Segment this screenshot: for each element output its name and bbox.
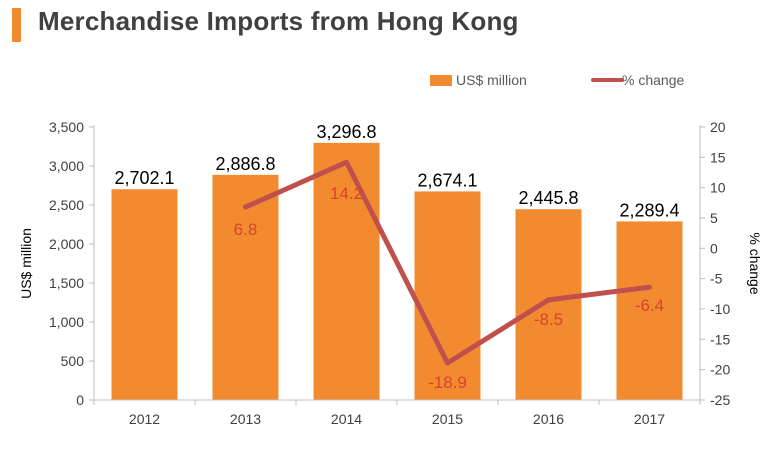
bar-value-label: 2,289.4 — [619, 200, 679, 220]
y-tick-label-right: -10 — [710, 301, 730, 317]
x-tick-label: 2012 — [129, 411, 160, 427]
x-tick-label: 2015 — [432, 411, 463, 427]
line-value-label: -8.5 — [534, 310, 563, 329]
legend-label-line: % change — [622, 72, 684, 88]
x-tick-label: 2014 — [331, 411, 362, 427]
bar-value-label: 2,886.8 — [215, 154, 275, 174]
x-tick-label: 2017 — [634, 411, 665, 427]
bar-value-label: 2,445.8 — [518, 188, 578, 208]
y-tick-label-left: 3,000 — [49, 158, 84, 174]
bar-value-label: 2,702.1 — [114, 168, 174, 188]
page-title: Merchandise Imports from Hong Kong — [38, 6, 519, 36]
bar-value-label: 2,674.1 — [417, 170, 477, 190]
bar-2016 — [515, 209, 582, 400]
y-tick-label-left: 1,500 — [49, 275, 84, 291]
line-value-label: -18.9 — [428, 373, 467, 392]
y-tick-label-left: 2,500 — [49, 197, 84, 213]
y-tick-label-left: 3,500 — [49, 119, 84, 135]
y-tick-label-right: 5 — [710, 210, 718, 226]
y-tick-label-left: 0 — [76, 392, 84, 408]
bar-2014 — [313, 142, 380, 400]
y-tick-label-right: 10 — [710, 180, 726, 196]
y-tick-label-right: 0 — [710, 240, 718, 256]
y-axis-title-left: US$ million — [18, 228, 34, 299]
y-tick-label-left: 1,000 — [49, 314, 84, 330]
y-tick-label-right: -15 — [710, 331, 730, 347]
line-series-pct-change — [243, 159, 652, 366]
y-tick-label-right: 20 — [710, 119, 726, 135]
x-tick-label: 2016 — [533, 411, 564, 427]
title-accent-bar — [12, 8, 21, 42]
y-tick-label-right: -5 — [710, 271, 723, 287]
y-tick-label-right: 15 — [710, 149, 726, 165]
bar-2015 — [414, 191, 481, 400]
bar-value-label: 3,296.8 — [316, 122, 376, 142]
bar-2017 — [616, 221, 683, 400]
legend-swatch-bars — [430, 75, 452, 86]
legend-label-bars: US$ million — [456, 72, 527, 88]
line-value-label: 6.8 — [234, 220, 258, 239]
line-value-label: -6.4 — [635, 296, 664, 315]
x-tick-label: 2013 — [230, 411, 261, 427]
line-value-label: 14.2 — [330, 184, 363, 203]
bar-2012 — [111, 189, 178, 400]
y-tick-label-left: 2,000 — [49, 236, 84, 252]
y-tick-label-right: -25 — [710, 392, 730, 408]
bar-2013 — [212, 174, 279, 400]
y-tick-label-left: 500 — [61, 353, 85, 369]
y-tick-label-right: -20 — [710, 362, 730, 378]
y-axis-title-right: % change — [747, 232, 763, 294]
